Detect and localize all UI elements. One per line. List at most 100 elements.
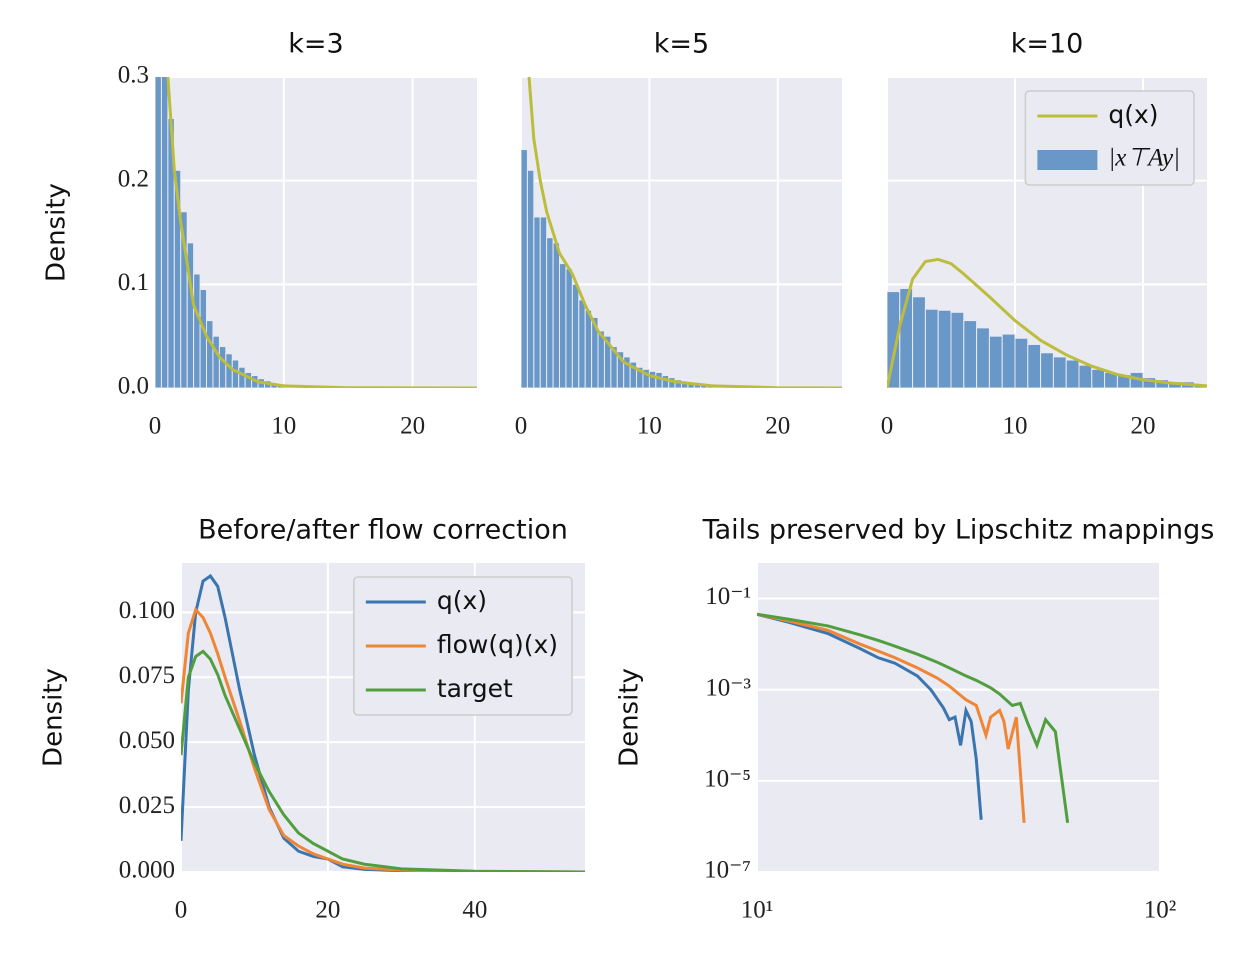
bar xyxy=(1040,352,1054,388)
legend-label: q(x) xyxy=(437,586,487,615)
legend-label: |x⊤Ay| xyxy=(1108,145,1180,172)
x-tick-label: 0 xyxy=(175,897,188,924)
bar xyxy=(206,320,214,388)
bar xyxy=(565,268,573,388)
bar xyxy=(912,296,926,388)
bar xyxy=(199,289,208,388)
bar xyxy=(539,216,548,388)
y-tick-label: 0.000 xyxy=(119,857,175,884)
legend-label: target xyxy=(437,674,513,703)
plot-area xyxy=(521,77,842,388)
density-line xyxy=(166,77,477,388)
bar xyxy=(231,359,240,388)
y-tick-label: 0.2 xyxy=(118,165,149,192)
series-line xyxy=(757,612,1026,823)
plot-area xyxy=(155,77,477,388)
x-tick-label: 0 xyxy=(149,413,162,440)
y-tick-label: 0.050 xyxy=(119,727,175,754)
bar xyxy=(1091,368,1106,388)
legend-frame xyxy=(353,576,573,716)
bar xyxy=(212,335,220,388)
bar xyxy=(1078,364,1093,388)
series-line xyxy=(181,649,585,872)
bar xyxy=(578,299,586,388)
bar xyxy=(533,216,541,388)
x-tick-label: 20 xyxy=(400,413,425,440)
bar xyxy=(1065,359,1080,388)
x-tick-label: 10 xyxy=(637,413,662,440)
bar xyxy=(1001,333,1016,388)
legend-label: q(x) xyxy=(1108,100,1158,129)
bar xyxy=(648,370,657,388)
plot-area xyxy=(757,612,1070,824)
y-axis-label: Density xyxy=(39,668,69,767)
bar xyxy=(526,169,535,388)
series-line xyxy=(757,612,1070,824)
subplot: 0 10 20 k=10 q(x) |x⊤Ay| xyxy=(881,29,1207,440)
y-axis-label: Density xyxy=(42,183,72,282)
subplot-title: k=3 xyxy=(288,29,343,60)
x-tick-label: 10² xyxy=(1144,897,1177,924)
bar xyxy=(584,309,593,388)
series-line xyxy=(757,612,983,820)
x-tick-label: 40 xyxy=(462,897,487,924)
x-tick-label: 0 xyxy=(515,413,528,440)
bar xyxy=(218,346,227,388)
subplot: 0.0 0.1 0.2 0.3 0 10 20 k=3 Density xyxy=(42,29,477,440)
bar xyxy=(225,353,233,388)
y-tick-label: 10⁻¹ xyxy=(705,583,751,610)
bar xyxy=(924,308,939,388)
bar xyxy=(559,263,567,388)
bar xyxy=(238,366,246,388)
subplot: 0.000 0.025 0.050 0.075 0.100 0 20 40 Before/aft… xyxy=(39,515,585,924)
bar xyxy=(1052,356,1067,388)
x-tick-label: 10¹ xyxy=(741,897,774,924)
y-tick-label: 10⁻³ xyxy=(705,674,751,701)
bar xyxy=(571,283,580,388)
y-tick-label: 10⁻⁵ xyxy=(704,766,751,793)
bar xyxy=(552,242,561,388)
density-line xyxy=(527,77,842,388)
y-tick-label: 0.100 xyxy=(119,597,175,624)
subplot-title: k=5 xyxy=(654,29,709,60)
bar xyxy=(546,237,554,388)
density-line xyxy=(887,257,1207,388)
bar xyxy=(193,273,201,388)
x-tick-label: 10 xyxy=(1003,413,1028,440)
plot-area xyxy=(181,573,585,872)
bar xyxy=(521,149,528,388)
bar xyxy=(1014,337,1029,388)
bar xyxy=(655,371,663,388)
bar xyxy=(988,335,1003,388)
bar xyxy=(950,311,965,388)
bar xyxy=(937,309,952,388)
y-tick-label: 0.1 xyxy=(118,269,149,296)
legend-label: flow(q)(x) xyxy=(437,630,558,659)
bar xyxy=(963,320,978,388)
legend-swatch xyxy=(1037,150,1098,170)
x-tick-label: 10 xyxy=(271,413,296,440)
y-tick-label: 0.0 xyxy=(118,373,149,400)
subplot: 0 10 20 k=5 xyxy=(515,29,842,440)
y-axis-label: Density xyxy=(615,668,645,767)
bar xyxy=(1027,343,1042,388)
legend: q(x) |x⊤Ay| xyxy=(1024,90,1195,186)
x-tick-label: 20 xyxy=(1131,413,1156,440)
legend: q(x) flow(q)(x) target xyxy=(353,576,573,716)
bar xyxy=(976,327,990,388)
x-tick-label: 20 xyxy=(315,897,340,924)
subplot-title: Before/after flow correction xyxy=(198,515,568,546)
bar xyxy=(155,77,162,388)
subplot-title: Tails preserved by Lipschitz mappings xyxy=(702,515,1215,546)
series-line xyxy=(181,606,585,872)
x-tick-label: 20 xyxy=(765,413,790,440)
subplot-title: k=10 xyxy=(1011,29,1084,60)
bar xyxy=(160,77,169,388)
plot-background xyxy=(757,563,1160,872)
x-tick-label: 0 xyxy=(881,413,894,440)
y-tick-label: 0.025 xyxy=(119,792,175,819)
y-tick-label: 0.3 xyxy=(118,62,149,89)
y-tick-label: 0.075 xyxy=(119,662,175,689)
plot-area xyxy=(887,257,1207,388)
